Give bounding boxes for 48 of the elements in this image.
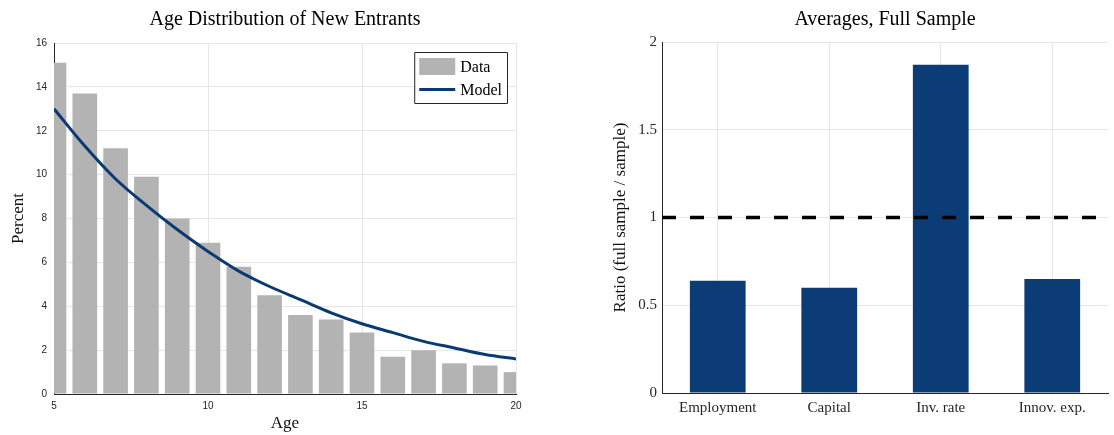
y-tick-label: 6 (41, 256, 48, 268)
y-tick-label: 0.5 (638, 296, 657, 313)
y-tick-label: 2 (649, 32, 657, 49)
legend-label: Model (460, 80, 503, 98)
y-tick-label: 1 (649, 208, 657, 225)
bar (912, 64, 969, 393)
bar (164, 218, 190, 394)
y-tick-label: 16 (35, 36, 48, 48)
line-series (54, 107, 516, 361)
x-tick-label: 15 (356, 399, 368, 411)
bar (318, 319, 344, 394)
x-tick-label: 20 (510, 399, 522, 411)
y-tick-label: 0 (41, 387, 48, 399)
y-tick-label: 12 (35, 124, 48, 136)
legend-label: Data (460, 57, 491, 75)
bar (1024, 278, 1081, 393)
x-tick-label: Capital (807, 398, 851, 415)
x-axis-title: Age (270, 413, 300, 433)
bar (257, 295, 282, 394)
x-tick-label: 5 (51, 399, 58, 411)
bar (72, 93, 98, 394)
bar (288, 315, 313, 394)
bar (134, 176, 159, 394)
y-tick-label: 2 (41, 343, 48, 355)
bar (195, 242, 221, 394)
x-tick-label: Inv. rate (916, 398, 966, 415)
y-tick-label: 4 (41, 300, 48, 311)
bar (472, 365, 498, 394)
bar (226, 266, 252, 394)
y-axis-title: Ratio (full sample / sample) (609, 122, 629, 313)
bar (349, 332, 375, 394)
bar (801, 287, 858, 393)
chart-title: Age Distribution of New Entrants (149, 7, 421, 31)
y-tick-label: 10 (35, 168, 48, 180)
y-tick-label: 8 (41, 212, 48, 224)
y-tick-label: 1.5 (638, 120, 657, 137)
y-tick-label: 14 (35, 80, 48, 92)
bar (689, 280, 746, 393)
bar (380, 356, 406, 394)
x-tick-label: 10 (202, 399, 214, 411)
y-tick-label: 0 (649, 383, 657, 400)
bar (103, 148, 128, 394)
bar (442, 363, 467, 394)
bar (411, 350, 436, 394)
x-tick-label: Innov. exp. (1018, 398, 1086, 415)
x-tick-label: Employment (679, 398, 758, 415)
chart-title: Averages, Full Sample (794, 7, 976, 31)
y-axis-title: Percent (7, 192, 27, 244)
